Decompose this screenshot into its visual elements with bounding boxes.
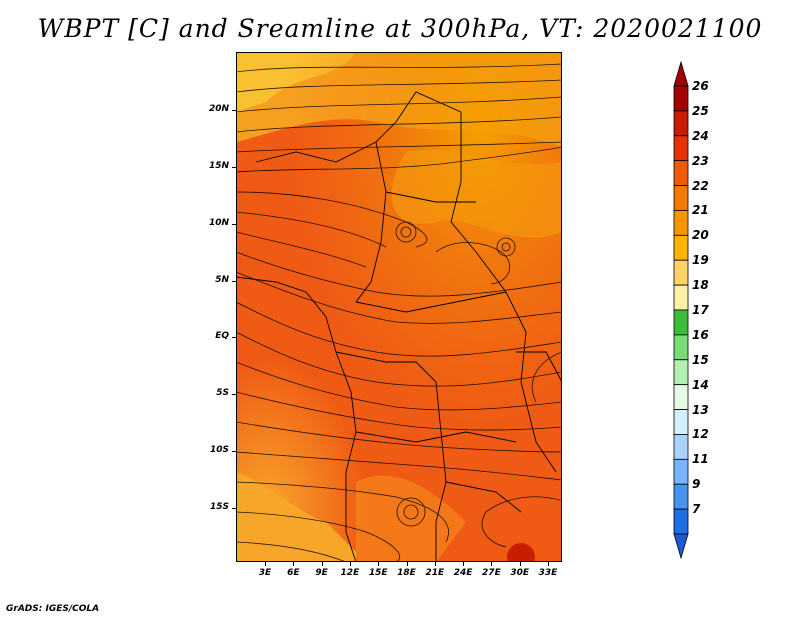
lat-label: 15S bbox=[209, 502, 229, 512]
lat-tick bbox=[232, 451, 236, 452]
chart-title: WBPT [C] and Sreamline at 300hPa, VT: 20… bbox=[37, 14, 763, 43]
colorbar-label: 16 bbox=[692, 327, 709, 342]
colorbar-label: 7 bbox=[692, 502, 701, 517]
colorbar-label: 14 bbox=[692, 377, 709, 392]
lat-tick bbox=[232, 281, 236, 282]
lat-tick bbox=[232, 508, 236, 509]
colorbar-svg bbox=[673, 60, 689, 560]
streamlines bbox=[236, 63, 562, 562]
colorbar-label: 24 bbox=[692, 128, 709, 143]
colorbar-label: 17 bbox=[692, 303, 709, 317]
lon-label: 24E bbox=[453, 568, 473, 578]
colorbar-swatch bbox=[673, 409, 689, 435]
colorbar-label: 11 bbox=[692, 452, 709, 467]
colorbar bbox=[670, 60, 730, 560]
colorbar-swatch bbox=[673, 160, 689, 186]
lon-tick bbox=[349, 562, 351, 566]
lat-label: 5S bbox=[216, 388, 229, 398]
lat-label: 5N bbox=[215, 275, 229, 285]
colorbar-label: 23 bbox=[692, 153, 709, 168]
colorbar-swatch bbox=[673, 284, 689, 311]
lon-label: 12E bbox=[340, 568, 360, 578]
colorbar-label: 15 bbox=[692, 352, 709, 367]
lon-tick bbox=[406, 562, 408, 566]
country-borders bbox=[236, 91, 562, 562]
colorbar-swatch bbox=[673, 210, 689, 236]
colorbar-top-arrow bbox=[673, 60, 689, 87]
lat-label: 20N bbox=[208, 104, 229, 114]
lat-tick bbox=[232, 167, 236, 168]
lat-label: 15N bbox=[208, 161, 229, 171]
lon-tick bbox=[491, 562, 493, 566]
colorbar-label: 9 bbox=[692, 477, 701, 492]
colorbar-label: 18 bbox=[692, 278, 709, 293]
colorbar-swatch bbox=[673, 110, 689, 137]
colorbar-swatch bbox=[673, 135, 689, 162]
gradient-overlay-southwest bbox=[236, 52, 562, 562]
colorbar-label: 25 bbox=[692, 103, 709, 118]
lon-tick bbox=[378, 562, 380, 566]
lon-label: 9E bbox=[315, 568, 328, 578]
lon-label: 33E bbox=[538, 568, 558, 578]
colorbar-swatch bbox=[673, 309, 689, 336]
footer-credit: GrADS: IGES/COLA bbox=[6, 604, 100, 614]
lon-tick bbox=[463, 562, 465, 566]
colorbar-swatch bbox=[673, 483, 689, 510]
colorbar-swatch bbox=[673, 458, 689, 485]
lon-label: 18E bbox=[397, 568, 416, 578]
colorbar-label: 19 bbox=[692, 253, 709, 268]
lat-tick bbox=[232, 110, 236, 111]
colorbar-bottom-arrow bbox=[673, 533, 689, 560]
lat-label: 10N bbox=[208, 218, 229, 228]
lon-label: 6E bbox=[287, 568, 300, 578]
map-panel bbox=[236, 52, 562, 562]
lon-label: 27E bbox=[482, 568, 501, 578]
colorbar-label: 13 bbox=[692, 402, 709, 417]
lon-tick bbox=[548, 562, 549, 566]
lon-tick bbox=[434, 562, 436, 566]
colorbar-swatch bbox=[673, 359, 689, 386]
lon-label: 15E bbox=[368, 568, 388, 578]
lat-tick bbox=[232, 224, 236, 225]
lon-tick bbox=[321, 562, 323, 566]
lat-tick bbox=[232, 337, 236, 338]
lon-label: 3E bbox=[258, 568, 272, 578]
lon-label: 21E bbox=[425, 568, 445, 578]
lat-label: EQ bbox=[215, 331, 229, 341]
colorbar-label: 20 bbox=[692, 228, 709, 243]
colorbar-label: 22 bbox=[692, 178, 709, 193]
lon-tick bbox=[265, 562, 266, 566]
lat-tick bbox=[232, 394, 236, 395]
colorbar-swatch bbox=[673, 334, 689, 361]
colorbar-swatch bbox=[673, 185, 689, 211]
map-frame bbox=[236, 52, 562, 562]
colorbar-swatch bbox=[673, 384, 689, 410]
lon-tick bbox=[519, 562, 521, 566]
colorbar-label: 21 bbox=[692, 203, 709, 218]
lat-label: 10S bbox=[209, 445, 229, 455]
colorbar-label: 26 bbox=[692, 79, 709, 93]
colorbar-swatch bbox=[673, 234, 689, 261]
colorbar-label: 12 bbox=[692, 427, 709, 442]
lon-tick bbox=[293, 562, 295, 566]
colorbar-swatch bbox=[673, 434, 689, 460]
colorbar-swatch bbox=[673, 85, 689, 112]
colorbar-swatch bbox=[673, 508, 689, 535]
colorbar-swatch bbox=[673, 259, 689, 286]
wbpt-streamline-map bbox=[236, 52, 562, 562]
lon-label: 30E bbox=[510, 568, 530, 578]
